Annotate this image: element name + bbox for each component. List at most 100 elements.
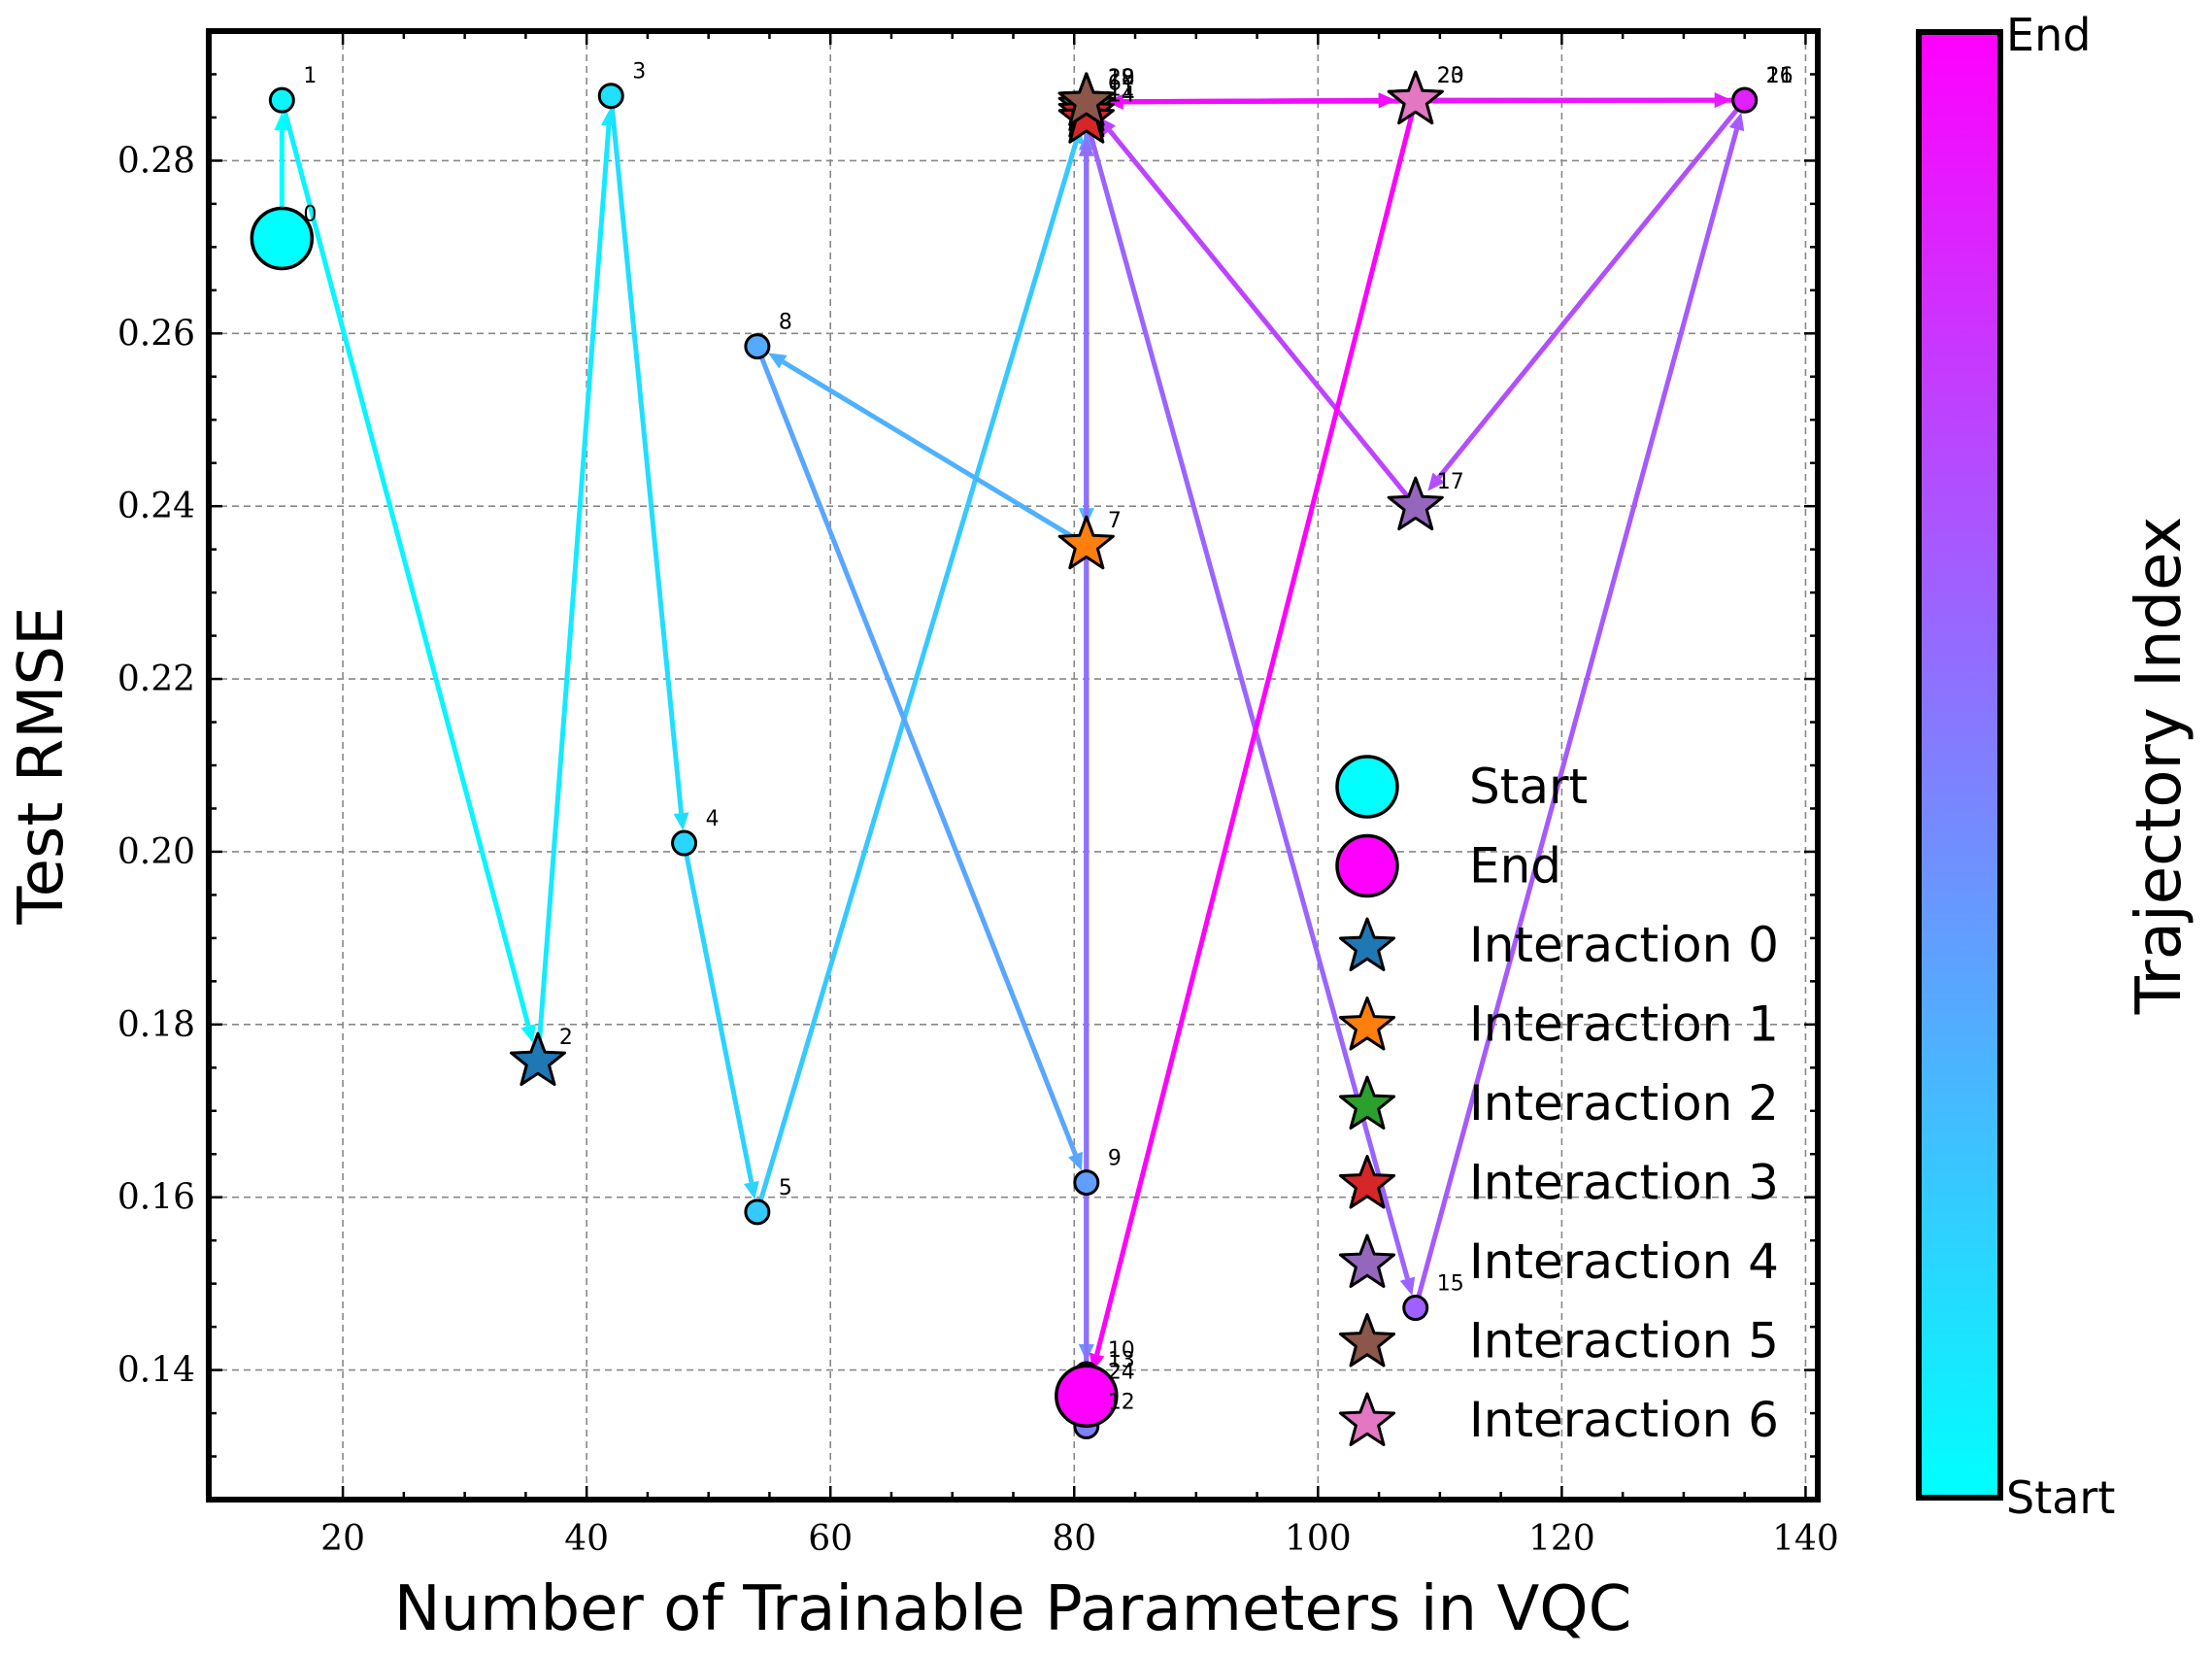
y-tick-label: 0.14 — [117, 1351, 195, 1391]
legend-item-interaction-0: Interaction 0 — [1338, 917, 1779, 973]
legend-label: Interaction 2 — [1469, 1075, 1779, 1131]
point-index-label: 1 — [303, 64, 317, 88]
legend-item-interaction-3: Interaction 3 — [1338, 1155, 1779, 1211]
legend-interaction-6-star — [1338, 1392, 1396, 1446]
legend-label: Interaction 1 — [1469, 996, 1779, 1053]
point-index-label: 19 — [1108, 66, 1135, 90]
point-index-label: 0 — [303, 202, 317, 226]
legend-item-interaction-5: Interaction 5 — [1338, 1313, 1779, 1369]
point-index-label: 2 — [559, 1026, 573, 1050]
y-tick-label: 0.22 — [117, 659, 195, 699]
legend-item-interaction-4: Interaction 4 — [1338, 1233, 1779, 1290]
trajectory-point — [1731, 86, 1759, 114]
y-tick-label: 0.26 — [117, 314, 195, 354]
trajectory-point — [597, 83, 624, 110]
legend-label: Interaction 6 — [1469, 1392, 1779, 1448]
end-marker — [1055, 1364, 1119, 1429]
x-tick-label: 140 — [1772, 1519, 1839, 1559]
point-index-label: 14 — [1108, 84, 1135, 108]
x-tick-label: 100 — [1285, 1519, 1352, 1559]
legend-end-circle — [1335, 833, 1399, 898]
legend-label: Start — [1469, 759, 1588, 815]
trajectory-arrow — [608, 95, 689, 831]
legend-interaction-2-star — [1338, 1075, 1396, 1130]
legend-interaction-1-star — [1338, 996, 1396, 1051]
point-index-label: 4 — [706, 807, 720, 831]
start-marker — [250, 206, 315, 271]
trajectory-point — [268, 86, 295, 114]
trajectory-arrow — [279, 99, 536, 1043]
legend-item-start: Start — [1335, 755, 1588, 819]
colorbar-title: Trajectory Index — [2124, 517, 2195, 1016]
grid-lines — [209, 31, 1818, 1500]
colorbar-top-label: End — [2006, 9, 2091, 61]
legend-interaction-4-star — [1338, 1233, 1396, 1288]
y-axis-title: Test RMSE — [6, 606, 78, 925]
colorbar-bottom-label: Start — [2006, 1471, 2115, 1524]
point-index-label: 22 — [1108, 66, 1135, 90]
point-index-label: 15 — [1437, 1272, 1464, 1297]
point-index-label: 3 — [632, 60, 646, 84]
point-index-label: 11 — [1108, 77, 1135, 101]
legend-item-interaction-1: Interaction 1 — [1338, 996, 1779, 1053]
plot-frame — [206, 28, 1821, 1503]
interaction-4-star — [1387, 476, 1444, 531]
interaction-1-star — [1057, 515, 1115, 570]
point-index-label: 21 — [1766, 64, 1793, 88]
legend-interaction-0-star — [1338, 917, 1396, 971]
interaction-5-star — [1057, 72, 1115, 126]
trajectory-point — [744, 333, 771, 360]
trajectory-markers — [250, 70, 1759, 1439]
interaction-3-star — [1057, 89, 1115, 144]
point-index-label: 18 — [1108, 66, 1135, 90]
tick-labels: 20 40 60 80 100 120 1400.140.160.180.200.220.2… — [117, 141, 1839, 1559]
trajectory-arrow — [1086, 92, 1396, 109]
legend-interaction-3-star — [1338, 1155, 1396, 1209]
x-axis-title: Number of Trainable Parameters in VQC — [394, 1573, 1632, 1645]
x-tick-label: 80 — [1052, 1519, 1096, 1559]
point-index-label: 16 — [1766, 64, 1793, 88]
y-tick-label: 0.16 — [117, 1178, 195, 1218]
point-index-label: 17 — [1437, 470, 1464, 494]
legend: Start End Interaction 0 Interaction 1 Intera… — [1335, 755, 1779, 1448]
trajectory-arrow — [1413, 112, 1745, 1309]
point-index-label: 9 — [1108, 1147, 1122, 1171]
point-index-label: 12 — [1108, 1390, 1135, 1414]
legend-label: Interaction 4 — [1469, 1233, 1779, 1290]
x-tick-label: 20 — [320, 1519, 365, 1559]
legend-start-circle — [1335, 755, 1399, 819]
point-index-label: 13 — [1108, 1349, 1135, 1373]
legend-label: Interaction 5 — [1469, 1313, 1779, 1369]
point-index-label: 24 — [1108, 1360, 1135, 1384]
point-index-label: 23 — [1437, 64, 1464, 88]
trajectory-arrow — [754, 345, 1083, 1171]
colorbar — [1916, 29, 2003, 1501]
legend-label: End — [1469, 838, 1561, 895]
point-index-label: 6 — [1108, 71, 1122, 95]
interaction-0-star — [509, 1031, 566, 1086]
trajectory-arrow — [1427, 98, 1747, 491]
x-tick-label: 120 — [1528, 1519, 1595, 1559]
y-tick-label: 0.20 — [117, 832, 195, 872]
point-index-label: 10 — [1108, 1338, 1135, 1363]
point-index-label: 20 — [1437, 64, 1464, 88]
trajectory-arrow — [682, 842, 759, 1200]
x-tick-label: 60 — [808, 1519, 853, 1559]
trajectory-point — [671, 829, 698, 857]
point-index-label: 5 — [779, 1176, 792, 1200]
trajectory-point — [1073, 1169, 1100, 1197]
legend-item-end: End — [1335, 833, 1561, 898]
point-index-label: 8 — [779, 311, 792, 335]
legend-interaction-5-star — [1338, 1313, 1396, 1368]
x-tick-label: 40 — [564, 1519, 609, 1559]
trajectory-arrow — [768, 353, 1089, 548]
trajectory-arrow — [1084, 118, 1416, 1297]
y-tick-label: 0.18 — [117, 1005, 195, 1045]
legend-item-interaction-6: Interaction 6 — [1338, 1392, 1779, 1448]
legend-label: Interaction 3 — [1469, 1155, 1779, 1211]
legend-item-interaction-2: Interaction 2 — [1338, 1075, 1779, 1131]
y-tick-label: 0.24 — [117, 487, 195, 526]
point-index-label: 7 — [1108, 509, 1122, 533]
